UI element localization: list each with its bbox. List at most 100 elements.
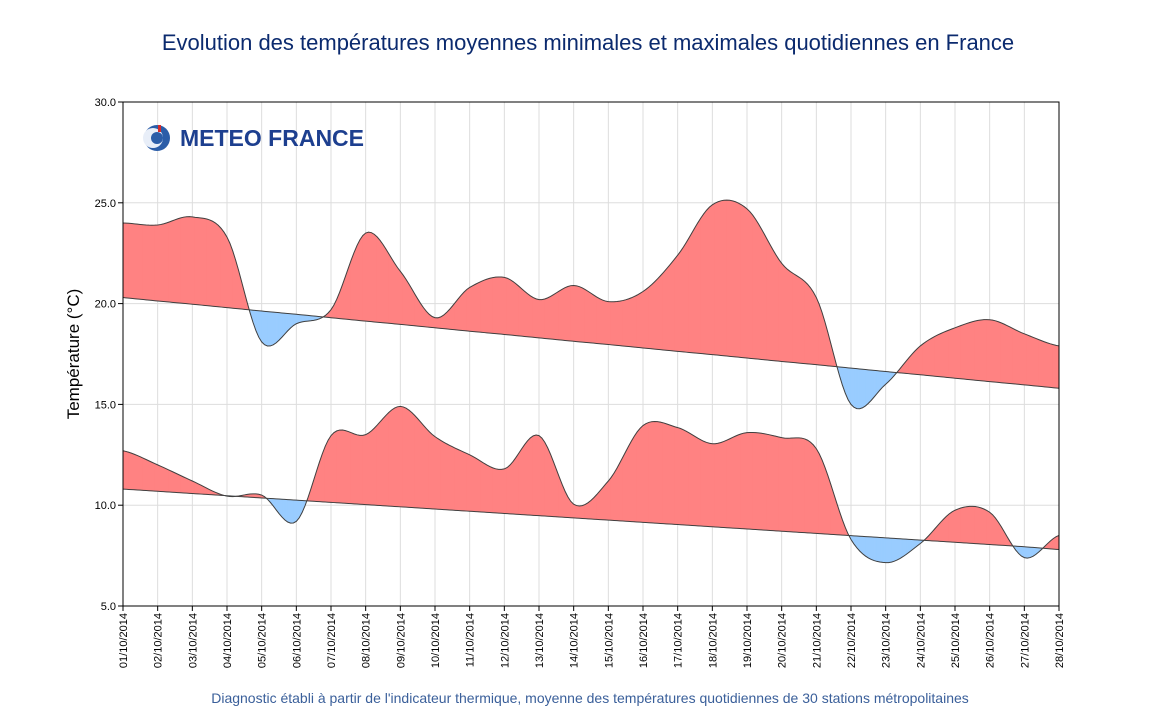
max-temperature-above-normal-area xyxy=(356,239,361,321)
max-temperature-above-normal-area xyxy=(648,283,652,350)
min-temperature-below-normal-area xyxy=(868,536,872,560)
min-temperature-above-normal-area xyxy=(717,442,722,528)
y-tick-label: 10.0 xyxy=(95,500,116,512)
min-temperature-below-normal-area xyxy=(287,499,291,524)
x-tick-label: 18/10/2014 xyxy=(707,613,719,668)
max-temperature-above-normal-area xyxy=(778,258,782,362)
max-temperature-above-normal-area xyxy=(801,278,806,364)
max-temperature-above-normal-area xyxy=(582,287,586,343)
max-temperature-above-normal-area xyxy=(920,343,924,376)
max-temperature-above-normal-area xyxy=(229,243,234,309)
min-temperature-above-normal-area xyxy=(385,411,390,507)
max-temperature-above-normal-area xyxy=(804,280,808,365)
min-temperature-below-normal-area xyxy=(891,537,895,563)
x-tick-label: 23/10/2014 xyxy=(881,613,893,668)
min-temperature-above-normal-area xyxy=(587,499,592,520)
min-temperature-above-normal-area xyxy=(980,507,985,545)
max-temperature-below-normal-area xyxy=(270,311,274,347)
max-temperature-above-normal-area xyxy=(662,268,667,351)
max-temperature-above-normal-area xyxy=(495,276,499,335)
min-temperature-above-normal-area xyxy=(662,422,667,525)
min-temperature-above-normal-area xyxy=(784,437,788,532)
max-temperature-above-normal-area xyxy=(1029,335,1034,387)
min-temperature-above-normal-area xyxy=(576,505,580,519)
min-temperature-above-normal-area xyxy=(582,504,586,519)
max-temperature-above-normal-area xyxy=(1035,338,1040,387)
max-temperature-above-normal-area xyxy=(960,324,964,380)
max-temperature-above-normal-area xyxy=(350,252,355,321)
max-temperature-above-normal-area xyxy=(911,350,915,375)
min-temperature-above-normal-area xyxy=(969,506,973,544)
max-temperature-above-normal-area xyxy=(385,247,390,324)
max-temperature-above-normal-area xyxy=(660,271,664,351)
max-temperature-above-normal-area xyxy=(408,283,413,326)
min-temperature-above-normal-area xyxy=(735,434,739,529)
x-tick-label: 01/10/2014 xyxy=(118,613,130,668)
min-temperature-above-normal-area xyxy=(356,434,361,505)
min-temperature-above-normal-area xyxy=(746,432,751,530)
max-temperature-above-normal-area xyxy=(391,257,395,325)
min-temperature-above-normal-area xyxy=(671,425,676,525)
max-temperature-above-normal-area xyxy=(142,224,147,301)
footnote: Diagnostic établi à partir de l'indicate… xyxy=(211,690,969,706)
min-temperature-above-normal-area xyxy=(420,421,424,509)
max-temperature-above-normal-area xyxy=(570,285,574,342)
max-temperature-above-normal-area xyxy=(980,319,985,382)
max-temperature-above-normal-area xyxy=(532,297,537,338)
min-temperature-above-normal-area xyxy=(688,432,693,526)
min-temperature-above-normal-area xyxy=(475,457,479,513)
min-temperature-above-normal-area xyxy=(752,432,756,530)
max-temperature-above-normal-area xyxy=(483,278,488,334)
min-temperature-above-normal-area xyxy=(795,437,800,533)
min-temperature-above-normal-area xyxy=(665,423,670,525)
max-temperature-above-normal-area xyxy=(772,248,777,362)
max-temperature-above-normal-area xyxy=(544,297,548,340)
max-temperature-above-normal-area xyxy=(365,231,369,322)
min-temperature-above-normal-area xyxy=(986,509,990,545)
max-temperature-below-normal-area xyxy=(850,367,855,408)
min-temperature-above-normal-area xyxy=(686,430,690,526)
max-temperature-above-normal-area xyxy=(558,288,563,341)
max-temperature-above-normal-area xyxy=(749,210,754,359)
min-temperature-above-normal-area xyxy=(590,496,595,520)
min-temperature-above-normal-area xyxy=(353,433,358,505)
max-temperature-above-normal-area xyxy=(686,236,690,353)
min-temperature-above-normal-area xyxy=(466,452,470,512)
max-temperature-above-normal-area xyxy=(527,293,531,338)
min-temperature-above-normal-area xyxy=(738,433,742,529)
min-temperature-above-normal-area xyxy=(634,430,638,523)
max-temperature-above-normal-area xyxy=(125,222,130,299)
max-temperature-above-normal-area xyxy=(148,224,153,301)
max-temperature-above-normal-area xyxy=(200,217,205,306)
min-temperature-above-normal-area xyxy=(388,409,392,507)
min-temperature-above-normal-area xyxy=(712,443,716,528)
min-temperature-above-normal-area xyxy=(454,447,459,511)
max-temperature-above-normal-area xyxy=(766,239,771,361)
max-temperature-above-normal-area xyxy=(400,270,404,325)
min-temperature-above-normal-area xyxy=(550,454,554,517)
max-temperature-above-normal-area xyxy=(928,337,933,377)
max-temperature-below-normal-area xyxy=(870,369,875,402)
max-temperature-above-normal-area xyxy=(680,246,684,353)
min-temperature-above-normal-area xyxy=(518,447,522,515)
min-temperature-above-normal-area xyxy=(579,505,583,519)
max-temperature-above-normal-area xyxy=(561,287,566,341)
min-temperature-above-normal-area xyxy=(509,460,514,515)
max-temperature-above-normal-area xyxy=(541,298,546,339)
min-temperature-above-normal-area xyxy=(769,434,774,531)
min-temperature-above-normal-area xyxy=(495,468,499,514)
min-temperature-above-normal-area xyxy=(755,432,759,531)
min-temperature-above-normal-area xyxy=(365,432,369,506)
max-temperature-above-normal-area xyxy=(472,283,476,333)
max-temperature-above-normal-area xyxy=(735,201,739,358)
max-temperature-above-normal-area xyxy=(746,208,751,359)
min-temperature-below-normal-area xyxy=(885,537,889,563)
max-temperature-above-normal-area xyxy=(411,287,416,327)
min-temperature-above-normal-area xyxy=(813,444,817,534)
min-temperature-above-normal-area xyxy=(610,471,615,521)
min-temperature-above-normal-area xyxy=(322,446,326,503)
max-temperature-above-normal-area xyxy=(625,298,629,347)
max-temperature-above-normal-area xyxy=(700,212,704,355)
min-temperature-above-normal-area xyxy=(391,407,395,507)
max-temperature-above-normal-area xyxy=(160,223,164,302)
